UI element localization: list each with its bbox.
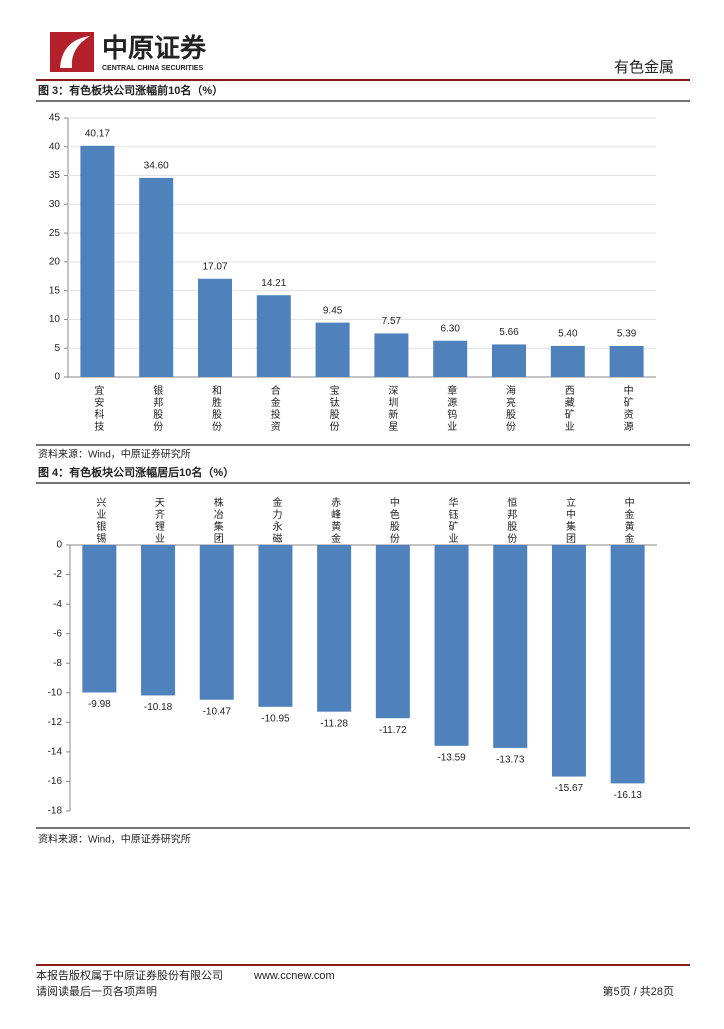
footer-page: 第5页 / 共28页 (602, 984, 674, 998)
y-tick-label: 0 (54, 372, 60, 383)
x-tick-label: 中金黄金 (622, 496, 634, 545)
y-tick-label: 40 (49, 141, 61, 152)
bar (434, 545, 469, 746)
bar (610, 545, 645, 784)
x-tick-label: 立中集团 (563, 496, 575, 545)
y-tick-label: -18 (48, 806, 63, 817)
value-label: 14.21 (261, 278, 286, 289)
y-tick-label: -8 (53, 658, 62, 669)
value-label: 9.45 (323, 305, 343, 316)
bar (492, 344, 526, 377)
y-tick-label: 20 (49, 257, 61, 268)
x-tick-label: 赤峰黄金 (329, 497, 341, 545)
bar (141, 545, 176, 696)
sector: 有色金属 (614, 59, 674, 76)
footer-notice: 请阅读最后一页各项声明 (36, 984, 157, 998)
x-tick-label: 金力永磁 (270, 496, 282, 545)
y-tick-label: -2 (53, 569, 62, 580)
figure-source: 资料来源：Wind，中原证券研究所 (38, 448, 191, 461)
y-tick-label: -4 (53, 599, 62, 610)
y-tick-label: 35 (49, 170, 61, 181)
value-label: -11.72 (379, 725, 407, 736)
bar (198, 278, 232, 377)
value-label: -15.67 (555, 783, 584, 794)
x-tick-label: 宝钛股份 (327, 384, 339, 433)
bar (609, 345, 644, 377)
bar (550, 345, 585, 377)
bar (199, 545, 234, 700)
value-label: 7.57 (382, 316, 402, 327)
bar (375, 545, 410, 719)
x-tick-label: 银邦股份 (151, 384, 163, 433)
logo (50, 32, 94, 72)
value-label: -11.28 (320, 718, 348, 729)
x-tick-label: 西藏矿业 (562, 385, 574, 433)
y-tick-label: 25 (49, 228, 61, 239)
value-label: -10.47 (203, 706, 232, 717)
value-label: -10.18 (144, 702, 173, 713)
y-tick-label: 10 (49, 314, 61, 325)
value-label: 17.07 (202, 261, 227, 272)
value-label: -10.95 (261, 713, 290, 724)
bar (80, 145, 115, 377)
y-tick-label: -16 (48, 776, 63, 787)
bar (256, 295, 291, 377)
x-tick-label: 华钰矿业 (446, 496, 458, 545)
x-tick-label: 株冶集团 (211, 496, 223, 545)
y-tick-label: -12 (48, 717, 63, 728)
value-label: -16.13 (613, 790, 642, 801)
bar (317, 545, 352, 712)
x-tick-label: 合金投资 (268, 384, 280, 433)
y-tick-label: -6 (53, 628, 62, 639)
y-tick-label: 5 (54, 343, 60, 354)
footer-website: www.ccnew.com (253, 970, 335, 982)
value-label: 5.39 (617, 329, 637, 340)
x-tick-label: 中矿资源 (621, 384, 633, 433)
x-tick-label: 宜安科技 (92, 384, 104, 433)
x-tick-label: 海亮股份 (504, 384, 516, 433)
value-label: 34.60 (144, 160, 169, 171)
x-tick-label: 恒邦股份 (505, 496, 517, 545)
value-label: 5.40 (558, 329, 578, 340)
bar (433, 340, 468, 377)
x-tick-label: 深圳新星 (386, 385, 398, 433)
y-tick-label: 15 (49, 285, 61, 296)
value-label: -9.98 (88, 699, 111, 710)
x-tick-label: 章源钨业 (445, 384, 457, 433)
y-tick-label: -14 (48, 747, 63, 758)
bar (258, 545, 293, 707)
footer-copyright: 本报告版权属于中原证券股份有限公司 (36, 968, 223, 982)
value-label: -13.73 (496, 755, 525, 766)
figure-caption: 图 3：有色板块公司涨幅前10名（%） (38, 83, 223, 97)
x-tick-label: 中色股份 (387, 496, 399, 545)
value-label: 5.66 (499, 327, 519, 338)
bar (139, 177, 174, 377)
value-label: -13.59 (437, 752, 466, 763)
value-label: 40.17 (85, 128, 110, 139)
y-tick-label: 0 (56, 540, 62, 551)
figure-source: 资料来源：Wind，中原证券研究所 (38, 833, 191, 846)
y-tick-label: 45 (49, 113, 61, 124)
x-tick-label: 兴业银锡 (94, 497, 106, 545)
x-tick-label: 天齐锂业 (153, 497, 165, 545)
company-name: 中原证券 (102, 33, 207, 63)
logo-swoosh (60, 36, 90, 68)
bar (315, 322, 350, 377)
bar (82, 545, 117, 693)
bar (551, 545, 586, 777)
x-tick-label: 和胜股份 (210, 385, 222, 433)
figure-caption: 图 4：有色板块公司涨幅居后10名（%） (38, 465, 234, 479)
y-tick-label: 30 (49, 199, 61, 210)
y-tick-label: -10 (48, 687, 63, 698)
bar (374, 333, 409, 377)
bar (493, 545, 528, 748)
company-name-en: CENTRAL CHINA SECURITIES (102, 65, 203, 72)
value-label: 6.30 (440, 323, 460, 334)
